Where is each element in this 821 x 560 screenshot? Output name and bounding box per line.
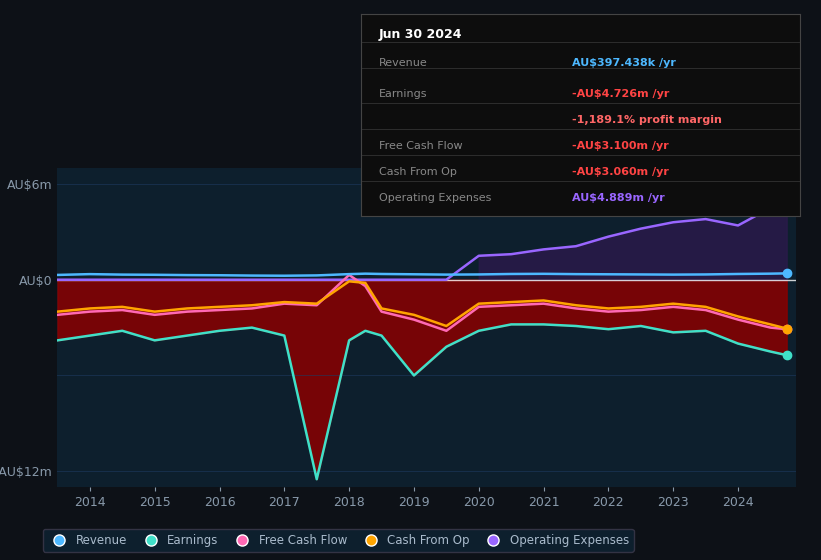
Text: AU$397.438k /yr: AU$397.438k /yr: [572, 58, 676, 68]
Text: Operating Expenses: Operating Expenses: [378, 193, 491, 203]
Text: Jun 30 2024: Jun 30 2024: [378, 28, 462, 41]
Text: -AU$4.726m /yr: -AU$4.726m /yr: [572, 88, 669, 99]
Text: Earnings: Earnings: [378, 88, 427, 99]
Text: Revenue: Revenue: [378, 58, 428, 68]
Text: Free Cash Flow: Free Cash Flow: [378, 141, 462, 151]
Text: -1,189.1% profit margin: -1,189.1% profit margin: [572, 115, 722, 125]
Text: AU$4.889m /yr: AU$4.889m /yr: [572, 193, 665, 203]
Text: -AU$3.060m /yr: -AU$3.060m /yr: [572, 167, 669, 177]
Text: Cash From Op: Cash From Op: [378, 167, 456, 177]
Text: -AU$3.100m /yr: -AU$3.100m /yr: [572, 141, 669, 151]
Legend: Revenue, Earnings, Free Cash Flow, Cash From Op, Operating Expenses: Revenue, Earnings, Free Cash Flow, Cash …: [43, 529, 634, 552]
